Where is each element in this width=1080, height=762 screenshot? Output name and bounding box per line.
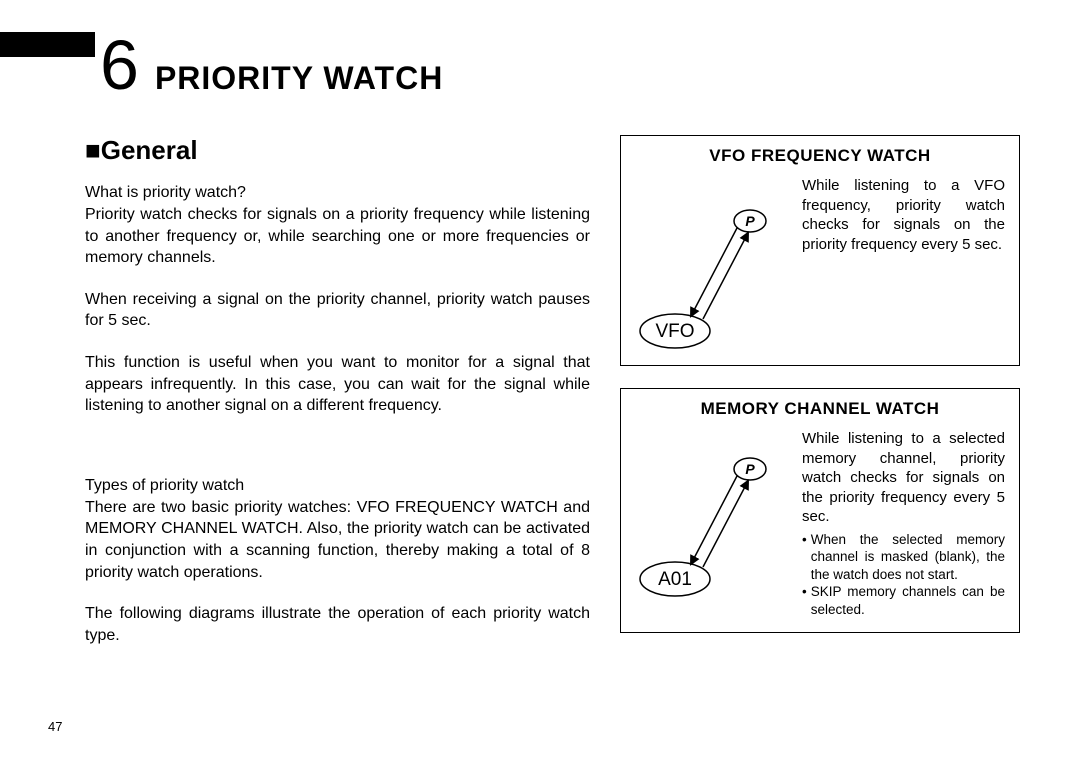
note-1: •When the selected memory channel is mas…: [802, 531, 1005, 584]
a01-label: A01: [658, 569, 692, 590]
vfo-box-text: While listening to a VFO frequency, prio…: [802, 176, 1005, 351]
p-label: P: [745, 213, 755, 229]
memory-box-body: P A01 While listening to a selected memo…: [635, 429, 1005, 618]
paragraph-5: The following diagrams illustrate the op…: [85, 603, 590, 646]
memory-box-text: While listening to a selected memory cha…: [802, 429, 1005, 618]
page: 6 PRIORITY WATCH ■General What is priori…: [0, 0, 1080, 762]
memory-box-title: MEMORY CHANNEL WATCH: [635, 399, 1005, 419]
header-bar: [0, 32, 95, 57]
vfo-diagram: P VFO: [635, 176, 790, 351]
p-label-2: P: [745, 461, 755, 477]
columns: ■General What is priority watch? Priorit…: [85, 135, 1025, 666]
section-marker: ■: [85, 135, 101, 165]
section-title-text: General: [101, 135, 198, 165]
paragraph-4: There are two basic priority watches: VF…: [85, 497, 590, 583]
memory-desc: While listening to a selected memory cha…: [802, 429, 1005, 527]
memory-diagram: P A01: [635, 429, 790, 599]
memory-box: MEMORY CHANNEL WATCH P A01: [620, 388, 1020, 633]
right-column: VFO FREQUENCY WATCH P: [620, 135, 1020, 666]
chapter-number: 6: [100, 25, 137, 105]
vfo-box-body: P VFO While listening to a VFO frequency…: [635, 176, 1005, 351]
bullet-icon: •: [802, 531, 807, 584]
paragraph-3: This function is useful when you want to…: [85, 352, 590, 417]
vfo-box-title: VFO FREQUENCY WATCH: [635, 146, 1005, 166]
bullet-icon: •: [802, 583, 807, 618]
paragraph-2: When receiving a signal on the priority …: [85, 289, 590, 332]
note-2: •SKIP memory channels can be selected.: [802, 583, 1005, 618]
chapter-header: 6 PRIORITY WATCH: [100, 25, 1025, 105]
chapter-title: PRIORITY WATCH: [155, 60, 443, 97]
vfo-label: VFO: [655, 321, 694, 342]
page-number: 47: [48, 719, 62, 734]
paragraph-1: Priority watch checks for signals on a p…: [85, 204, 590, 269]
subheading-2: Types of priority watch: [85, 477, 590, 495]
left-column: ■General What is priority watch? Priorit…: [85, 135, 590, 666]
section-title: ■General: [85, 135, 590, 166]
subheading-1: What is priority watch?: [85, 184, 590, 202]
memory-notes: •When the selected memory channel is mas…: [802, 531, 1005, 619]
vfo-box: VFO FREQUENCY WATCH P: [620, 135, 1020, 366]
